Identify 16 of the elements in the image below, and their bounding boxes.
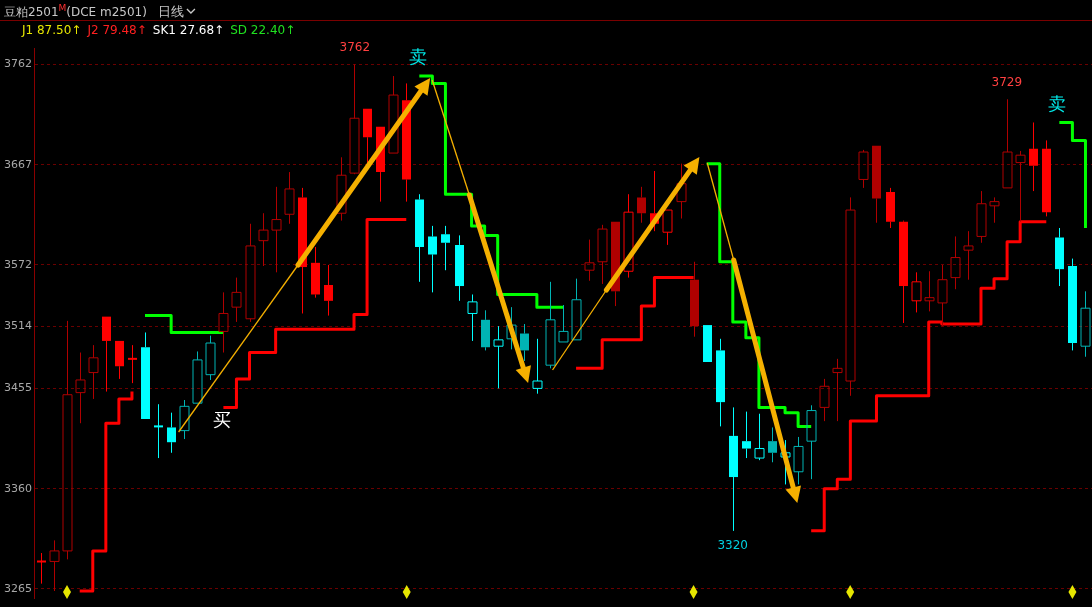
y-tick-label: 3514 — [4, 319, 32, 332]
text: 日线 — [157, 3, 184, 21]
y-tick-label: 3572 — [4, 257, 32, 271]
y-tick-label: 3455 — [4, 381, 32, 395]
y-tick-label: 3667 — [4, 157, 32, 171]
annotation: 卖 — [409, 45, 428, 69]
annotation: 3729 — [991, 75, 1023, 89]
chart-subtitle: J1 87.50↑ J2 79.48↑ SK1 27.68↑ SD 22.40↑ — [22, 23, 296, 37]
annotation: 卖 — [1047, 92, 1066, 116]
y-tick-label: 3762 — [4, 57, 32, 71]
y-tick-label: 3265 — [4, 581, 32, 595]
annotation: 3320 — [717, 538, 748, 552]
annotation: 买 — [212, 408, 231, 432]
chart-title: 豆粕2501$^{M}$(DCE m2501) — [4, 3, 147, 21]
annotation: 3762 — [339, 40, 371, 54]
y-tick-label: 3360 — [4, 481, 32, 495]
